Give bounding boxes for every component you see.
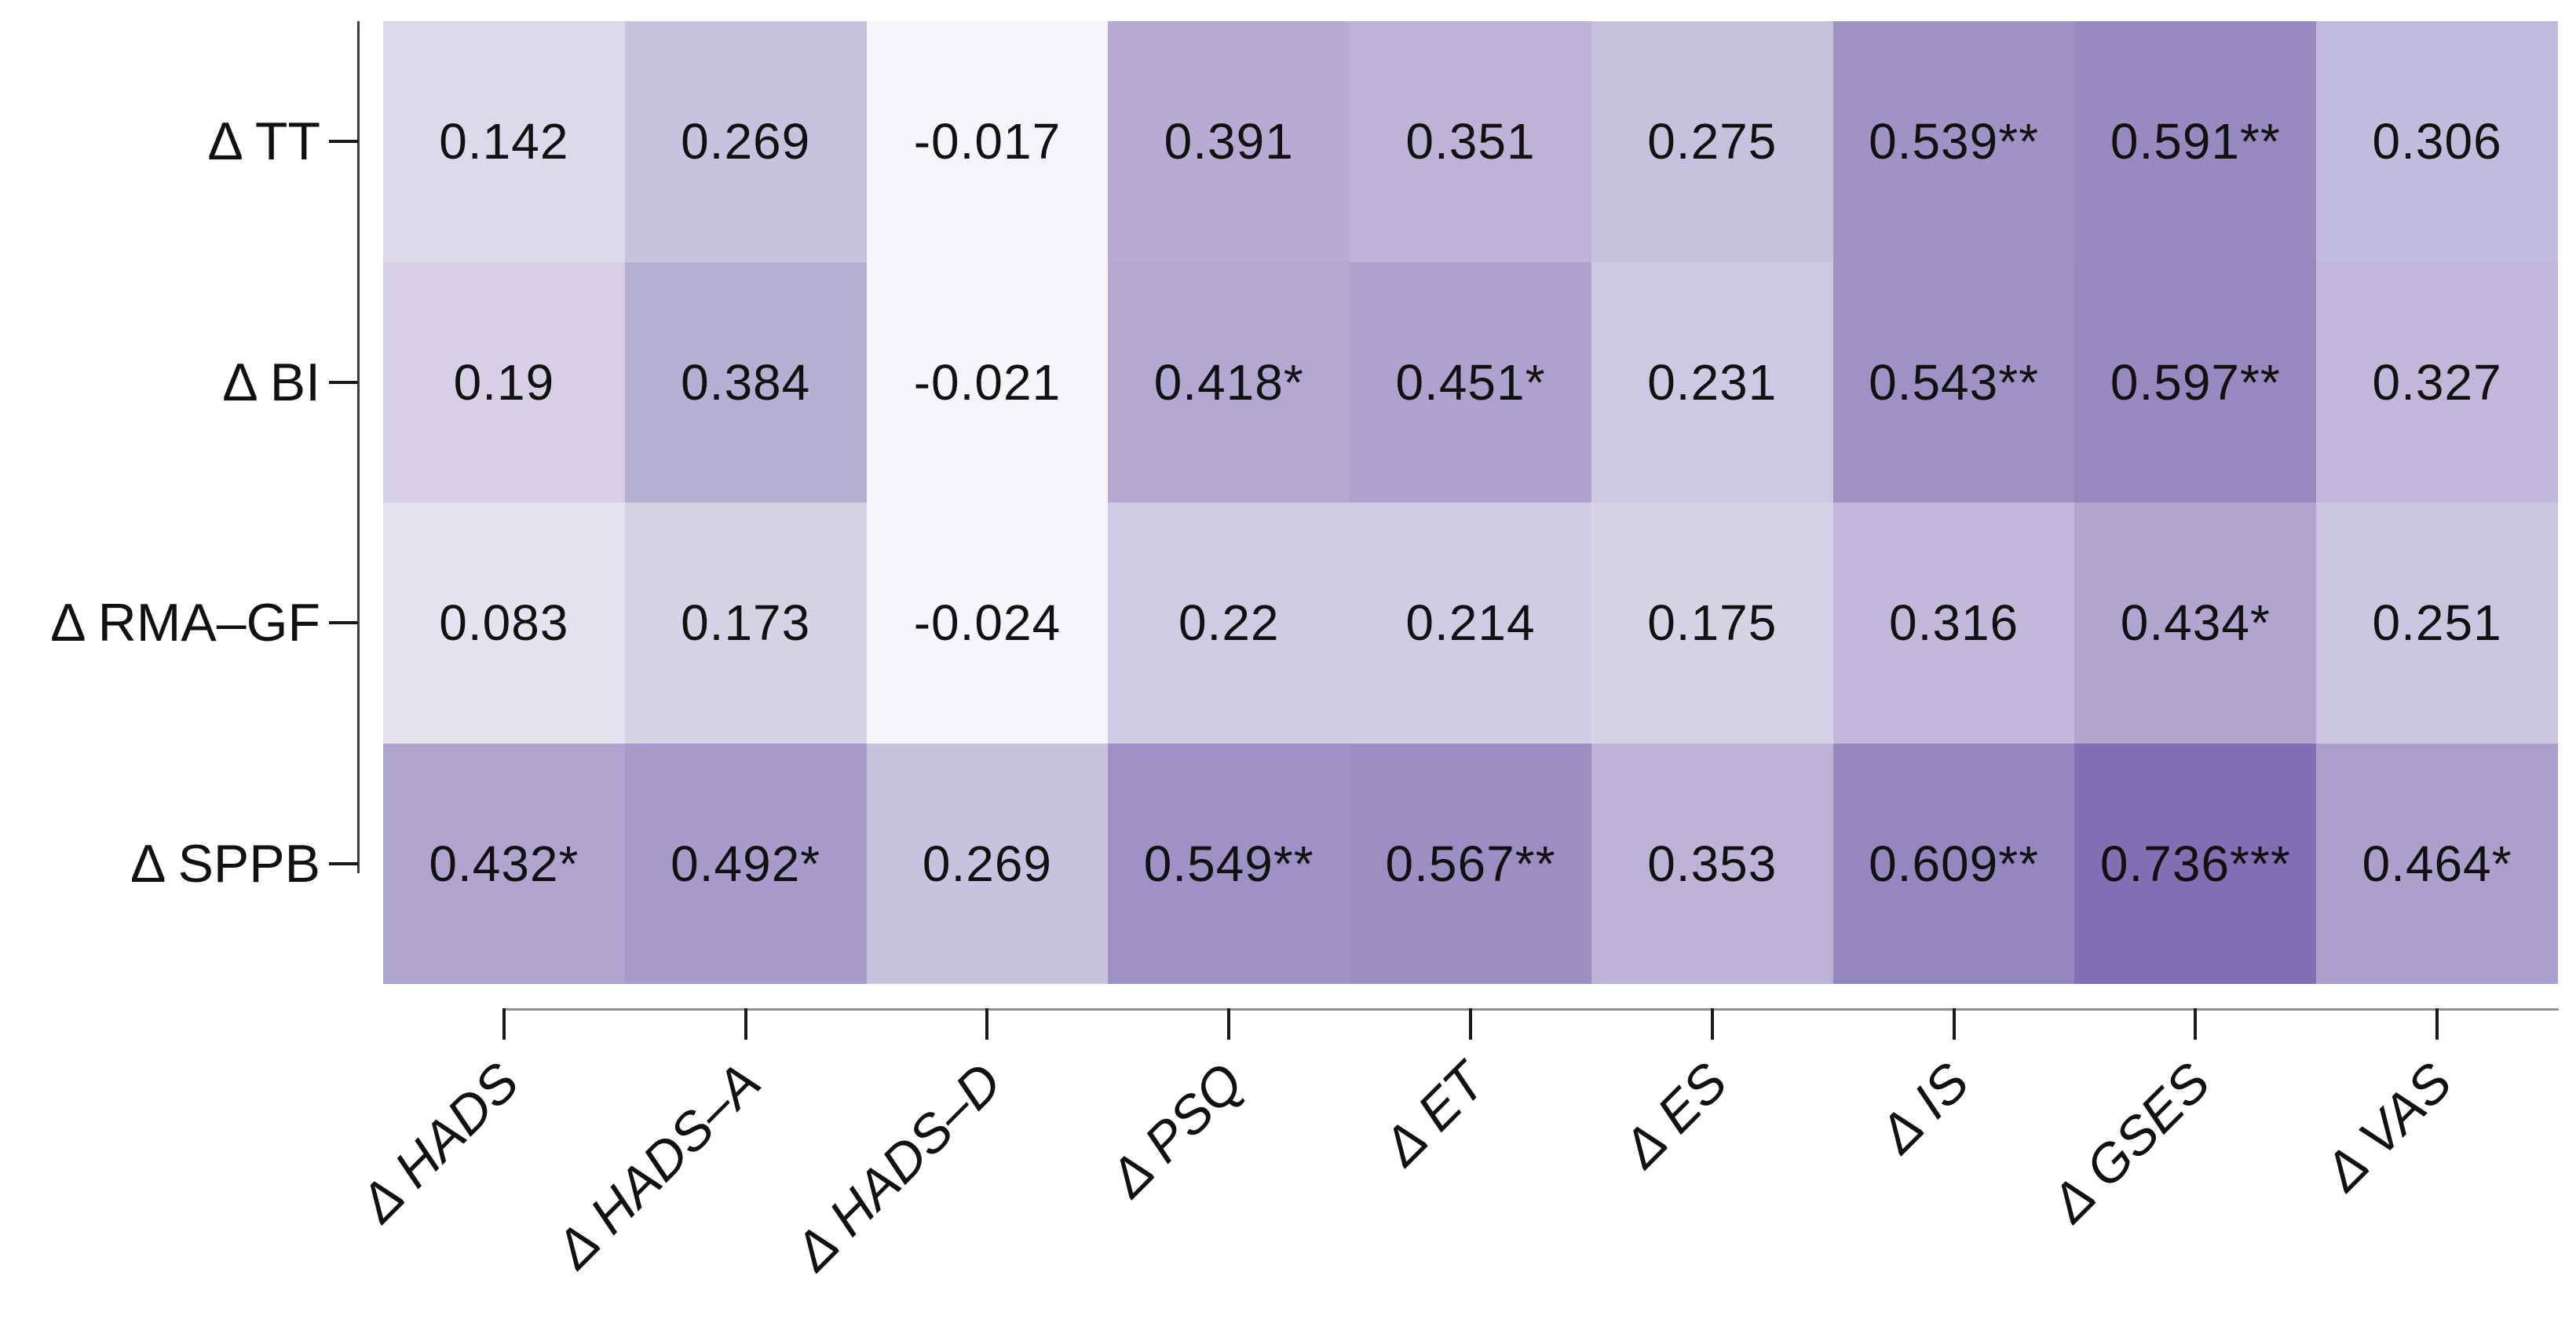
heatmap-grid: 0.142 0.269 -0.017 0.391 0.351 0.275 0.539** 0.… [383, 21, 2558, 984]
x-axis-line [503, 1008, 2559, 1011]
heatmap-cell: 0.591** [2074, 21, 2317, 262]
x-axis-tick [1952, 1008, 1956, 1040]
row-label: Δ TT [207, 112, 320, 172]
heatmap-cell: 0.549** [1108, 743, 1350, 984]
heatmap-cell: 0.451* [1350, 261, 1591, 503]
x-axis-tick [1227, 1008, 1231, 1040]
heatmap-cell: 0.175 [1591, 503, 1833, 744]
heatmap-cell: 0.173 [624, 503, 867, 744]
y-axis-tick [329, 861, 358, 865]
heatmap-cell: 0.142 [383, 21, 625, 262]
heatmap-cell: 0.384 [624, 261, 867, 503]
heatmap-cell: -0.017 [866, 21, 1109, 262]
x-axis-tick [2435, 1008, 2439, 1040]
heatmap-cell: 0.434* [2074, 503, 2317, 744]
heatmap-cell: 0.275 [1591, 21, 1833, 262]
heatmap-cell: 0.418* [1108, 261, 1350, 503]
x-axis-tick [985, 1008, 989, 1040]
heatmap-cell: 0.269 [866, 743, 1109, 984]
heatmap-cell: 0.269 [624, 21, 867, 262]
heatmap-cell: 0.391 [1108, 21, 1350, 262]
heatmap-cell: 0.597** [2074, 261, 2317, 503]
heatmap-cell: 0.609** [1832, 743, 2075, 984]
heatmap-cell: 0.231 [1591, 261, 1833, 503]
row-label: Δ RMA–GF [50, 593, 320, 653]
x-axis-tick [744, 1008, 747, 1040]
row-label: Δ SPPB [130, 833, 320, 894]
heatmap-cell: 0.214 [1350, 503, 1591, 744]
x-axis-tick [1710, 1008, 1714, 1040]
x-axis-tick [502, 1008, 506, 1040]
y-axis-tick [329, 380, 358, 384]
x-axis-tick [1469, 1008, 1472, 1040]
y-axis-tick [329, 621, 358, 625]
heatmap-cell: 0.306 [2316, 21, 2558, 262]
heatmap-cell: 0.539** [1832, 21, 2075, 262]
heatmap-cell: 0.22 [1108, 503, 1350, 744]
heatmap-cell: -0.024 [866, 503, 1109, 744]
column-label: Δ HADS [348, 1051, 531, 1234]
heatmap-cell: 0.492* [624, 743, 867, 984]
heatmap-cell: 0.567** [1350, 743, 1591, 984]
heatmap-cell: 0.353 [1591, 743, 1833, 984]
heatmap-cell: 0.543** [1832, 261, 2075, 503]
heatmap-cell: 0.316 [1832, 503, 2075, 744]
heatmap-cell: 0.351 [1350, 21, 1591, 262]
heatmap-cell: 0.327 [2316, 261, 2558, 503]
heatmap-cell: 0.464* [2316, 743, 2558, 984]
heatmap-cell: 0.251 [2316, 503, 2558, 744]
heatmap-cell: 0.083 [383, 503, 625, 744]
x-axis-tick [2194, 1008, 2198, 1040]
y-axis-line [357, 21, 360, 873]
heatmap-cell: 0.432* [383, 743, 625, 984]
heatmap-cell: -0.021 [866, 261, 1109, 503]
y-axis-tick [329, 140, 358, 144]
heatmap-cell: 0.19 [383, 261, 625, 503]
row-label: Δ BI [222, 352, 320, 412]
heatmap-cell: 0.736*** [2074, 743, 2317, 984]
